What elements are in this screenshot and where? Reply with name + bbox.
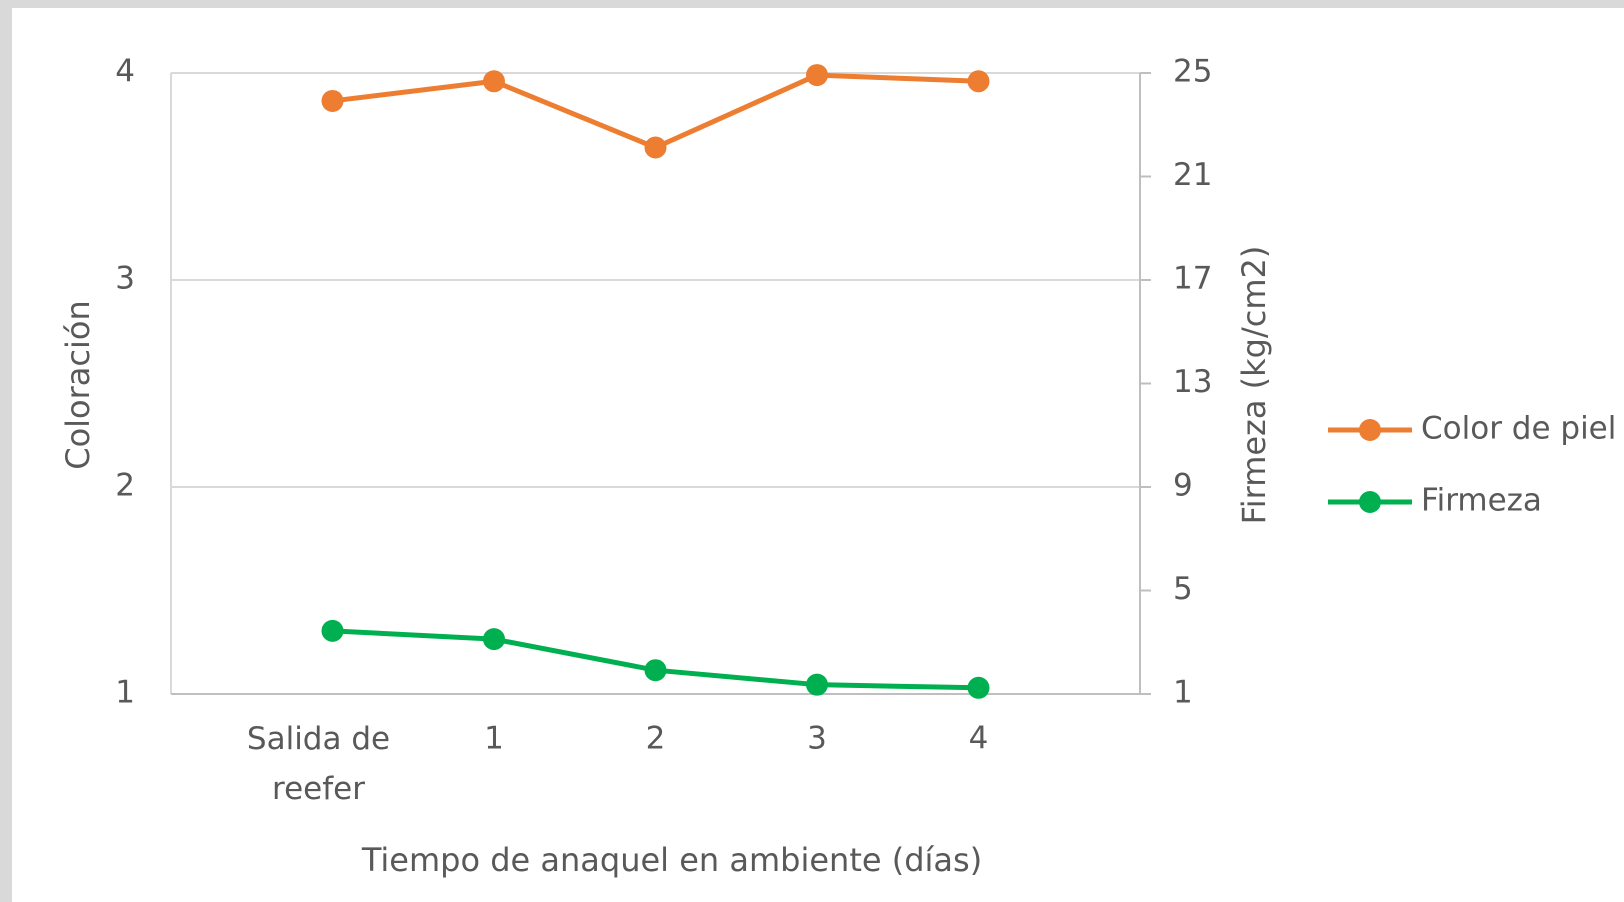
legend-label: Color de piel [1421, 411, 1616, 447]
x-tick-label: 4 [969, 721, 989, 757]
data-point [967, 676, 990, 699]
data-point [806, 673, 828, 696]
y2-tick-label: 9 [1173, 468, 1193, 504]
y2-tick-label: 17 [1173, 261, 1212, 297]
y-tick-label: 1 [115, 675, 135, 711]
legend-marker [1359, 419, 1381, 441]
data-point [483, 70, 505, 93]
y2-tick-label: 25 [1173, 54, 1212, 90]
x-tick-label: 1 [484, 721, 504, 757]
x-axis-title: Tiempo de anaquel en ambiente (días) [361, 841, 982, 879]
y-tick-label: 4 [115, 54, 135, 90]
y-axis-title: Coloración [59, 300, 97, 470]
y-tick-label: 3 [115, 261, 135, 297]
legend-label: Firmeza [1421, 483, 1542, 519]
y2-axis-title: Firmeza (kg/cm2) [1235, 246, 1273, 525]
data-point [967, 70, 990, 93]
data-point [644, 136, 667, 159]
y-tick-label: 2 [115, 468, 135, 504]
panel [12, 8, 1624, 902]
x-tick-line: reefer [272, 771, 365, 807]
y2-tick-label: 13 [1173, 364, 1212, 400]
data-point [483, 628, 505, 651]
y2-tick-label: 21 [1173, 157, 1212, 193]
data-point [321, 89, 344, 112]
data-point [321, 619, 344, 642]
legend-marker [1359, 491, 1381, 513]
x-tick-label: 2 [646, 721, 666, 757]
data-point [806, 64, 828, 87]
x-tick-label: 3 [807, 721, 827, 757]
x-tick-label: Salida de reefer [247, 721, 390, 807]
x-tick-line: Salida de [247, 721, 390, 757]
y2-tick-label: 1 [1173, 675, 1193, 711]
data-point [644, 659, 667, 682]
y2-tick-label: 5 [1173, 571, 1193, 607]
